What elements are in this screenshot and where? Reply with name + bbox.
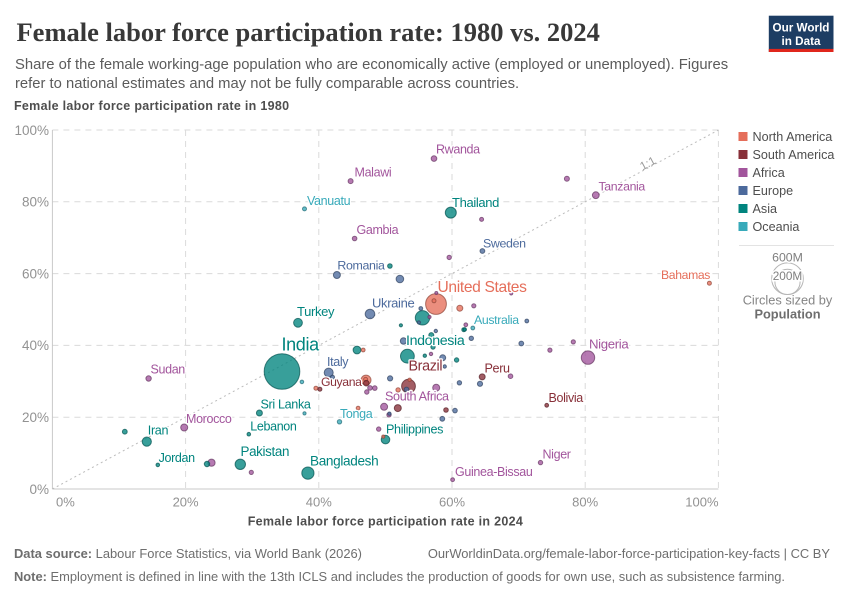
svg-text:100%: 100% xyxy=(685,495,719,510)
svg-text:Europe: Europe xyxy=(753,184,794,198)
svg-text:Share of the female working-ag: Share of the female working-age populati… xyxy=(15,57,728,73)
svg-text:60%: 60% xyxy=(22,266,49,281)
svg-text:Africa: Africa xyxy=(753,166,785,180)
svg-text:Data source: Labour Force Stat: Data source: Labour Force Statistics, vi… xyxy=(14,546,362,561)
svg-text:Rwanda: Rwanda xyxy=(436,142,480,156)
svg-text:0%: 0% xyxy=(29,482,49,497)
svg-text:Asia: Asia xyxy=(753,202,778,216)
svg-text:80%: 80% xyxy=(572,495,598,510)
svg-text:80%: 80% xyxy=(22,195,49,210)
svg-text:200M: 200M xyxy=(773,269,803,283)
svg-text:South Africa: South Africa xyxy=(385,390,449,404)
svg-text:Female labor force participati: Female labor force participation rate in… xyxy=(14,99,289,113)
svg-text:North America: North America xyxy=(753,130,833,144)
svg-text:Bahamas: Bahamas xyxy=(661,268,710,282)
svg-text:in Data: in Data xyxy=(782,35,821,48)
svg-text:Romania: Romania xyxy=(337,258,385,272)
svg-text:Indonesia: Indonesia xyxy=(406,333,465,349)
svg-text:Ukraine: Ukraine xyxy=(372,295,414,310)
svg-text:OurWorldinData.org/female-labo: OurWorldinData.org/female-labor-force-pa… xyxy=(428,546,831,561)
svg-text:United States: United States xyxy=(438,279,528,296)
svg-text:100%: 100% xyxy=(14,123,49,138)
svg-text:Circles sized by: Circles sized by xyxy=(743,293,833,308)
svg-text:Tanzania: Tanzania xyxy=(599,179,646,193)
svg-text:Female labor force participati: Female labor force participation rate in… xyxy=(248,515,523,529)
svg-text:Vanuatu: Vanuatu xyxy=(307,194,351,208)
svg-text:Population: Population xyxy=(754,307,820,322)
svg-text:Italy: Italy xyxy=(327,355,349,369)
svg-text:Jordan: Jordan xyxy=(159,451,196,465)
svg-text:40%: 40% xyxy=(22,338,49,353)
svg-text:refer to national estimates an: refer to national estimates and may not … xyxy=(15,76,519,92)
svg-text:Philippines: Philippines xyxy=(386,423,443,437)
svg-text:20%: 20% xyxy=(22,410,49,425)
svg-text:Sudan: Sudan xyxy=(151,362,186,376)
svg-text:Brazil: Brazil xyxy=(409,359,443,375)
svg-text:Tonga: Tonga xyxy=(340,407,373,421)
svg-text:Thailand: Thailand xyxy=(452,195,499,210)
svg-text:Turkey: Turkey xyxy=(297,304,335,319)
svg-text:Guinea-Bissau: Guinea-Bissau xyxy=(455,465,533,479)
svg-text:Note: Employment is defined in: Note: Employment is defined in line with… xyxy=(14,569,785,584)
svg-text:Morocco: Morocco xyxy=(186,412,232,426)
svg-text:Female labor force participati: Female labor force participation rate: 1… xyxy=(17,17,600,47)
svg-text:Sri Lanka: Sri Lanka xyxy=(261,398,311,412)
svg-text:Niger: Niger xyxy=(543,447,571,461)
svg-text:Oceania: Oceania xyxy=(753,220,800,234)
svg-text:60%: 60% xyxy=(439,495,465,510)
svg-text:Peru: Peru xyxy=(485,361,511,375)
svg-text:Lebanon: Lebanon xyxy=(250,420,297,434)
svg-text:Malawi: Malawi xyxy=(355,165,392,179)
svg-text:Bangladesh: Bangladesh xyxy=(310,453,378,468)
svg-text:40%: 40% xyxy=(306,495,332,510)
svg-text:Pakistan: Pakistan xyxy=(241,444,290,459)
svg-text:Nigeria: Nigeria xyxy=(589,336,629,351)
svg-text:Guyana: Guyana xyxy=(321,375,362,389)
svg-text:Sweden: Sweden xyxy=(483,236,526,250)
svg-text:India: India xyxy=(282,334,321,354)
svg-text:Iran: Iran xyxy=(148,424,169,438)
svg-text:600M: 600M xyxy=(772,251,803,265)
svg-text:Gambia: Gambia xyxy=(357,223,399,237)
svg-text:Our World: Our World xyxy=(773,22,830,35)
svg-text:20%: 20% xyxy=(173,495,199,510)
svg-text:0%: 0% xyxy=(56,495,75,510)
svg-text:Bolivia: Bolivia xyxy=(549,391,584,405)
svg-text:South America: South America xyxy=(753,148,835,162)
svg-text:Australia: Australia xyxy=(474,313,519,327)
